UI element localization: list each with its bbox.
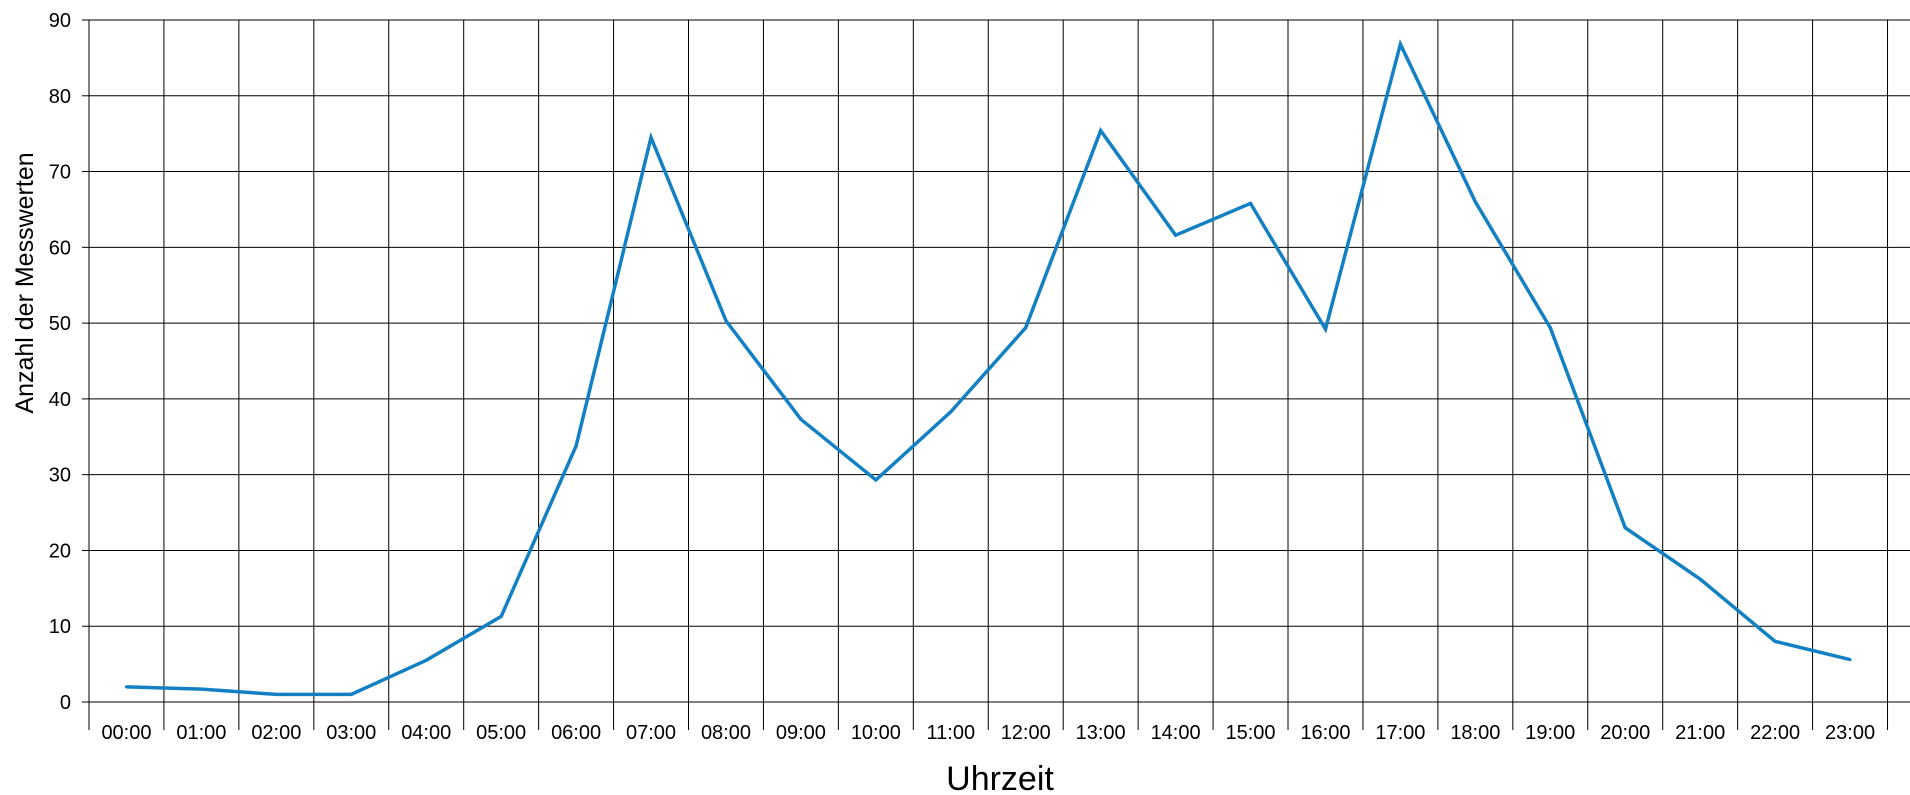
grid <box>82 19 1910 730</box>
y-axis-title: Anzahl der Messwerten <box>11 152 39 413</box>
series-layer <box>124 39 1852 697</box>
x-tick-label: 13:00 <box>1076 722 1126 744</box>
data-point <box>949 410 953 414</box>
x-tick-label: 09:00 <box>776 722 826 744</box>
data-point <box>499 614 503 618</box>
y-axis-ticks: 0 10 20 30 40 50 60 70 80 90 <box>49 10 71 714</box>
y-tick-label: 10 <box>49 616 71 638</box>
y-tick-label: 30 <box>49 465 71 487</box>
x-tick-label: 17:00 <box>1375 722 1425 744</box>
x-tick-label: 20:00 <box>1600 722 1650 744</box>
y-tick-label: 80 <box>49 86 71 108</box>
x-tick-label: 15:00 <box>1226 722 1276 744</box>
data-point <box>424 658 428 662</box>
x-tick-label: 00:00 <box>101 722 151 744</box>
x-tick-label: 04:00 <box>401 722 451 744</box>
data-point <box>1249 201 1253 205</box>
data-point <box>1398 42 1402 46</box>
data-point <box>1473 200 1477 204</box>
series-line <box>126 39 1851 697</box>
x-tick-label: 08:00 <box>701 722 751 744</box>
y-tick-label: 20 <box>49 540 71 562</box>
y-tick-label: 0 <box>60 692 71 714</box>
x-tick-label: 19:00 <box>1525 722 1575 744</box>
x-axis-ticks: 00:00 01:00 02:00 03:00 04:00 05:00 06:00 07:00… <box>101 722 1875 744</box>
data-point <box>1698 577 1702 581</box>
x-tick-label: 18:00 <box>1450 722 1500 744</box>
data-point <box>1773 639 1777 643</box>
x-tick-label: 06:00 <box>551 722 601 744</box>
data-point <box>874 478 878 482</box>
x-tick-label: 05:00 <box>476 722 526 744</box>
data-point <box>724 319 728 323</box>
x-tick-label: 03:00 <box>326 722 376 744</box>
y-tick-label: 70 <box>49 162 71 184</box>
x-tick-label: 12:00 <box>1001 722 1051 744</box>
data-point <box>124 685 128 689</box>
x-tick-label: 11:00 <box>927 722 976 744</box>
data-point <box>274 692 278 696</box>
y-tick-label: 60 <box>49 237 71 259</box>
data-point <box>1848 658 1852 662</box>
data-point <box>649 135 653 139</box>
x-tick-label: 14:00 <box>1151 722 1201 744</box>
data-point <box>349 692 353 696</box>
x-tick-label: 16:00 <box>1300 722 1350 744</box>
x-tick-label: 10:00 <box>851 722 901 744</box>
x-tick-label: 01:00 <box>176 722 226 744</box>
x-axis-title: Uhrzeit <box>946 760 1054 795</box>
data-point <box>1099 129 1103 133</box>
data-point <box>574 444 578 448</box>
x-tick-label: 07:00 <box>626 722 676 744</box>
x-tick-label: 22:00 <box>1750 722 1800 744</box>
data-point <box>1548 326 1552 330</box>
x-tick-label: 02:00 <box>251 722 301 744</box>
data-point <box>1323 327 1327 331</box>
data-point <box>1623 526 1627 530</box>
y-tick-label: 40 <box>49 389 71 411</box>
x-tick-label: 21:00 <box>1675 722 1725 744</box>
x-tick-label: 23:00 <box>1825 722 1875 744</box>
data-point <box>1024 326 1028 330</box>
y-tick-label: 90 <box>49 10 71 32</box>
y-tick-label: 50 <box>49 313 71 335</box>
data-point <box>1174 233 1178 237</box>
data-point <box>799 417 803 421</box>
data-point <box>199 687 203 691</box>
